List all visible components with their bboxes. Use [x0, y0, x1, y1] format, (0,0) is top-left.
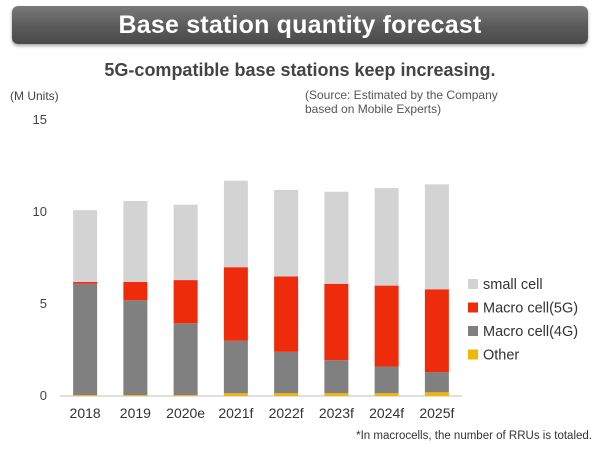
legend-label: Macro cell(5G)	[483, 301, 578, 317]
bar-segment	[173, 395, 198, 396]
chart-title: Base station quantity forecast	[118, 10, 482, 39]
legend-label: Other	[483, 348, 519, 364]
bar-segment	[223, 340, 248, 394]
legend-label: small cell	[483, 277, 543, 293]
y-tick-label: 0	[40, 388, 47, 403]
bar-segment	[424, 184, 449, 290]
bar-segment	[374, 393, 399, 396]
y-tick-label: 15	[33, 112, 47, 127]
bar-segment	[324, 191, 349, 284]
bar-segment	[274, 393, 299, 396]
bar-segment	[274, 189, 299, 277]
bar-segment	[324, 360, 349, 394]
x-tick-label: 2019	[120, 405, 151, 421]
chart-subtitle: 5G-compatible base stations keep increas…	[104, 60, 496, 80]
x-tick-label: 2020e	[166, 405, 205, 421]
legend-label: Macro cell(4G)	[483, 324, 578, 340]
bar-segment	[374, 366, 399, 394]
x-tick-label: 2022f	[269, 405, 304, 421]
bar-segment	[123, 200, 148, 282]
bar-segment	[223, 267, 248, 341]
legend-swatch	[468, 279, 478, 289]
source-note: (Source: Estimated by the Company based …	[305, 88, 565, 116]
x-tick-label: 2021f	[218, 405, 253, 421]
bar-segment	[173, 323, 198, 396]
x-tick-label: 2025f	[419, 405, 454, 421]
bar-segment	[223, 393, 248, 396]
bar-segment	[324, 393, 349, 396]
bar-segment	[374, 285, 399, 367]
bar-segment	[73, 281, 98, 284]
bar-segment	[274, 276, 299, 352]
bar-segment	[274, 351, 299, 394]
source-line-1: (Source: Estimated by the Company	[305, 88, 498, 102]
y-unit-label: (M Units)	[10, 89, 59, 103]
x-tick-label: 2018	[70, 405, 101, 421]
legend-swatch	[468, 349, 478, 360]
bar-segment	[424, 392, 449, 396]
title-banner: Base station quantity forecast	[12, 6, 588, 44]
x-tick-label: 2024f	[369, 405, 404, 421]
legend-swatch	[468, 302, 478, 313]
bar-segment	[123, 395, 148, 396]
bar-segment	[424, 372, 449, 393]
legend-swatch	[468, 326, 478, 336]
bar-segment	[223, 180, 248, 268]
bar-segment	[324, 283, 349, 361]
bar-segment	[374, 188, 399, 286]
bar-segment	[173, 204, 198, 281]
source-line-2: based on Mobile Experts)	[305, 102, 442, 116]
bar-segment	[73, 283, 98, 396]
bar-segment	[123, 281, 148, 301]
y-tick-label: 10	[33, 204, 47, 219]
bar-segment	[73, 395, 98, 396]
bar-segment	[424, 289, 449, 373]
bar-segment	[73, 210, 98, 282]
y-tick-label: 5	[40, 296, 47, 311]
footnote: *In macrocells, the number of RRUs is to…	[356, 430, 592, 442]
bar-segment	[173, 280, 198, 324]
bar-segment	[123, 300, 148, 396]
x-tick-label: 2023f	[319, 405, 354, 421]
